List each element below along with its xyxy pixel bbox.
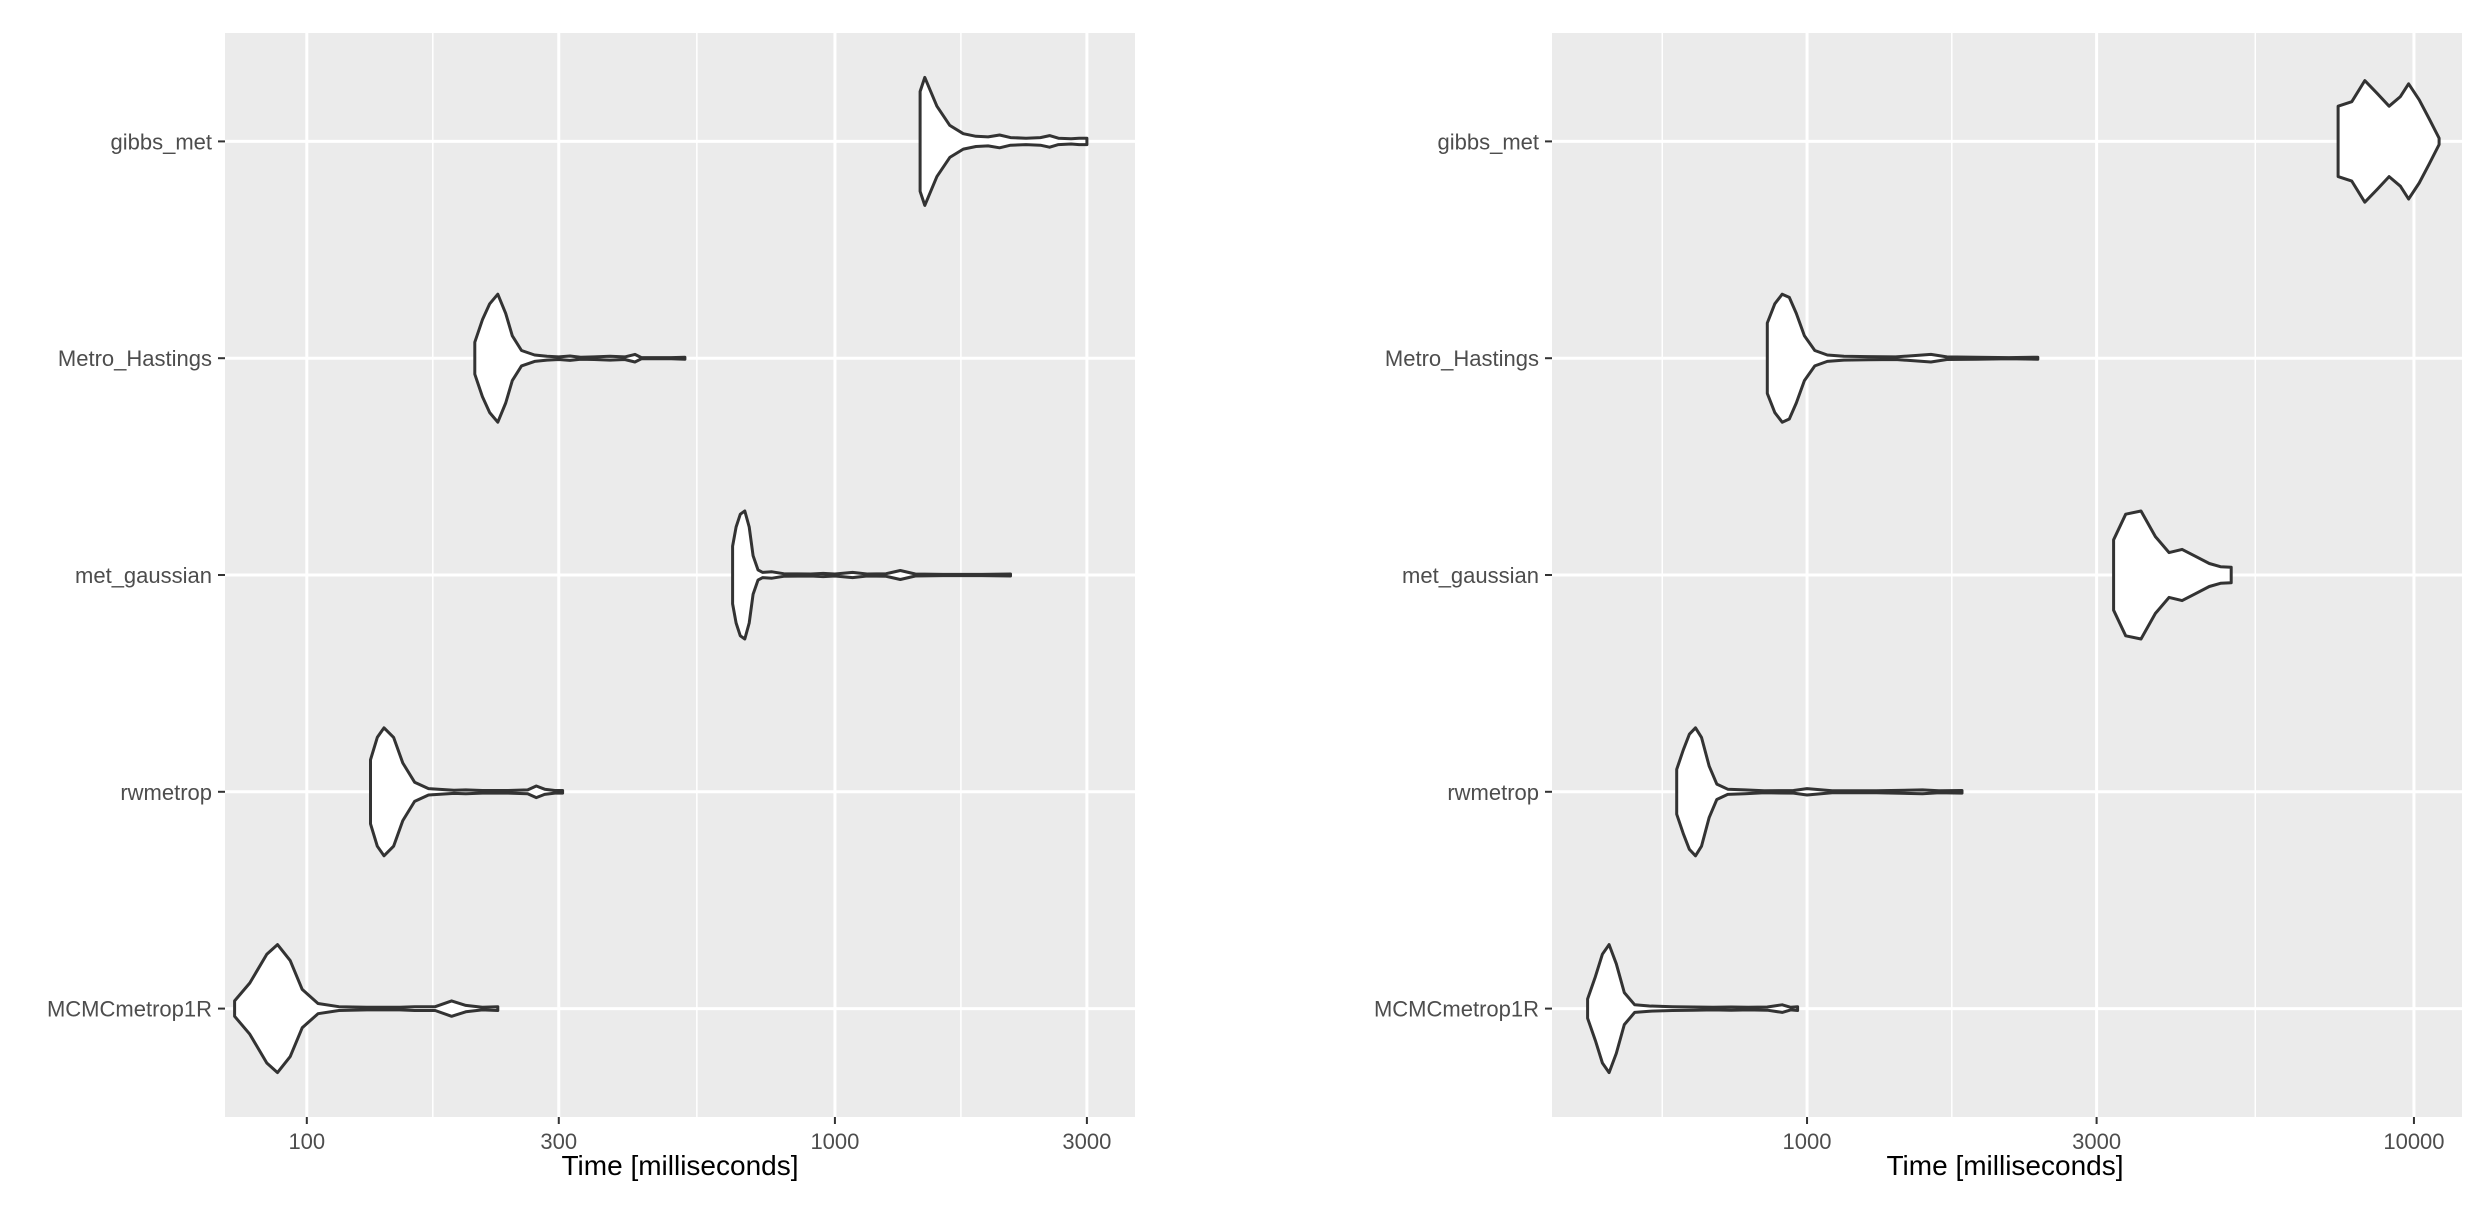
left-x-axis-title: Time [milliseconds] — [561, 1150, 798, 1181]
violin-rwmetrop — [369, 726, 565, 858]
violin-Metro_Hastings — [1765, 292, 2040, 424]
right-violins — [1586, 79, 2441, 1075]
x-tick-label: 300 — [540, 1129, 577, 1154]
x-tick-label: 3000 — [1062, 1129, 1111, 1154]
y-tick-label: gibbs_met — [1437, 129, 1539, 154]
x-tick-label: 1000 — [1783, 1129, 1832, 1154]
violin-MCMCmetrop1R — [1586, 943, 1800, 1075]
violin-MCMCmetrop1R — [233, 943, 500, 1075]
y-tick-label: rwmetrop — [1447, 780, 1539, 805]
y-tick-label: met_gaussian — [75, 563, 212, 588]
y-tick-label: MCMCmetrop1R — [1374, 997, 1539, 1022]
violin-met_gaussian — [731, 509, 1012, 641]
violin-gibbs_met — [918, 75, 1089, 207]
x-tick-label: 100 — [288, 1129, 325, 1154]
y-tick-label: Metro_Hastings — [1385, 346, 1539, 371]
y-tick-label: MCMCmetrop1R — [47, 997, 212, 1022]
x-tick-label: 3000 — [2072, 1129, 2121, 1154]
violin-gibbs_met — [2336, 79, 2441, 204]
y-tick-label: gibbs_met — [110, 129, 212, 154]
violin-met_gaussian — [2112, 509, 2233, 641]
x-tick-label: 10000 — [2383, 1129, 2444, 1154]
right-violin-panel: 1000 3000 10000 gibbs_met Metro_Hastings met_… — [1374, 33, 2462, 1181]
x-tick-label: 1000 — [810, 1129, 859, 1154]
violin-rwmetrop — [1675, 726, 1964, 858]
right-x-axis-title: Time [milliseconds] — [1886, 1150, 2123, 1181]
y-tick-label: Metro_Hastings — [58, 346, 212, 371]
y-tick-label: met_gaussian — [1402, 563, 1539, 588]
violin-Metro_Hastings — [473, 292, 687, 424]
left-axes: 100 300 1000 3000 gibbs_met Metro_Hastingsmet… — [47, 129, 1111, 1154]
right-axes: 1000 3000 10000 gibbs_met Metro_Hastings met_… — [1374, 129, 2445, 1154]
y-tick-label: rwmetrop — [120, 780, 212, 805]
left-violins — [233, 75, 1089, 1075]
left-violin-panel: 100 300 1000 3000 gibbs_met Metro_Hastingsmet… — [47, 33, 1135, 1181]
